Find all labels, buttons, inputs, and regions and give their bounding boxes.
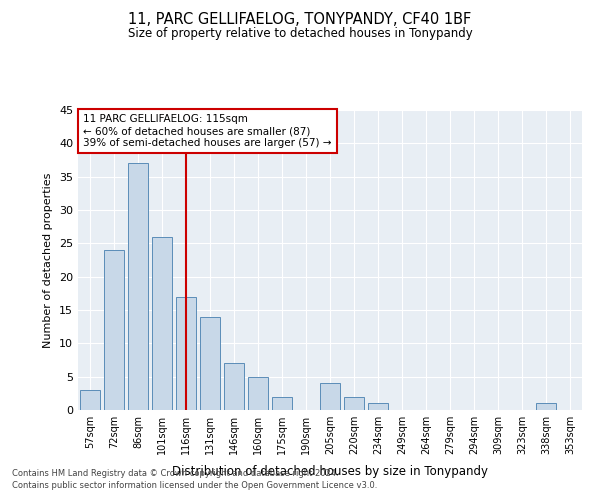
Bar xyxy=(128,164,148,410)
Y-axis label: Number of detached properties: Number of detached properties xyxy=(43,172,53,348)
Bar xyxy=(176,296,196,410)
Bar xyxy=(344,396,364,410)
Bar xyxy=(80,390,100,410)
Bar xyxy=(104,250,124,410)
Text: Contains public sector information licensed under the Open Government Licence v3: Contains public sector information licen… xyxy=(12,481,377,490)
Bar xyxy=(272,396,292,410)
Bar xyxy=(200,316,220,410)
Bar xyxy=(152,236,172,410)
Text: Size of property relative to detached houses in Tonypandy: Size of property relative to detached ho… xyxy=(128,28,472,40)
Bar xyxy=(248,376,268,410)
Text: 11, PARC GELLIFAELOG, TONYPANDY, CF40 1BF: 11, PARC GELLIFAELOG, TONYPANDY, CF40 1B… xyxy=(128,12,472,28)
Text: 11 PARC GELLIFAELOG: 115sqm
← 60% of detached houses are smaller (87)
39% of sem: 11 PARC GELLIFAELOG: 115sqm ← 60% of det… xyxy=(83,114,332,148)
Bar xyxy=(224,364,244,410)
X-axis label: Distribution of detached houses by size in Tonypandy: Distribution of detached houses by size … xyxy=(172,466,488,478)
Text: Contains HM Land Registry data © Crown copyright and database right 2024.: Contains HM Land Registry data © Crown c… xyxy=(12,468,338,477)
Bar xyxy=(368,404,388,410)
Bar xyxy=(536,404,556,410)
Bar xyxy=(320,384,340,410)
